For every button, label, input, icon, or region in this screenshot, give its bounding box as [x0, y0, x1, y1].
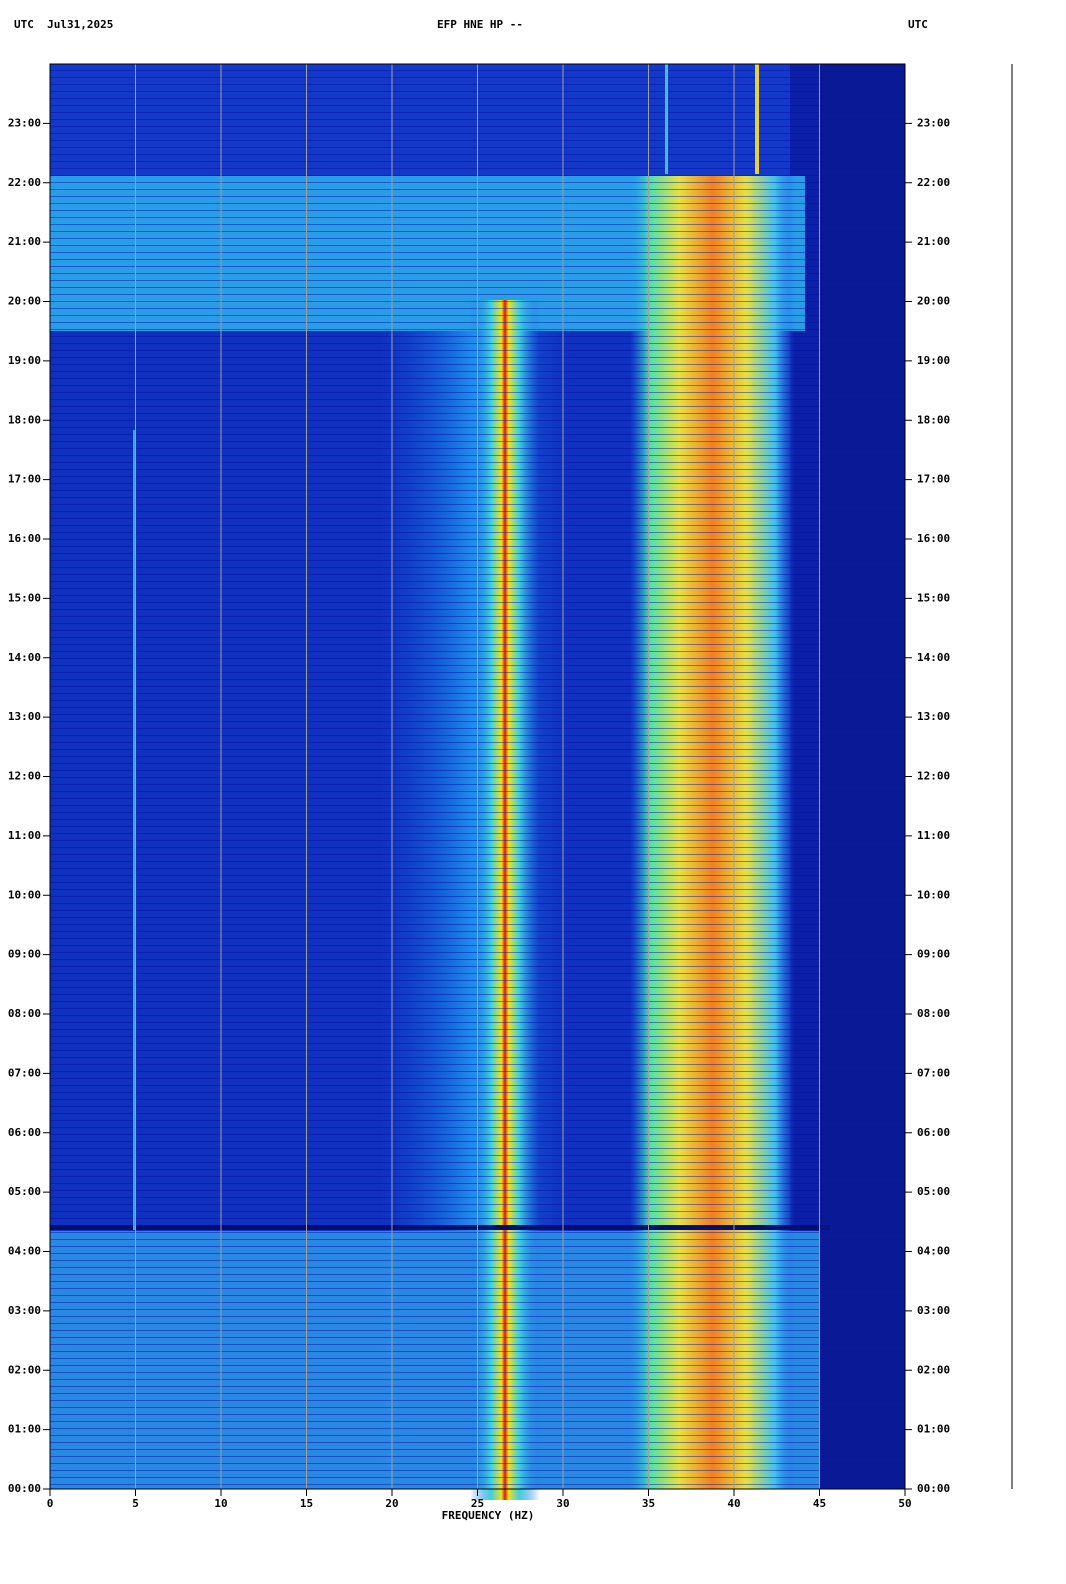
y-tick-label-left: 07:00: [8, 1066, 41, 1079]
y-tick-label-right: 20:00: [917, 295, 950, 308]
y-tick-label-left: 16:00: [8, 532, 41, 545]
y-tick-label-right: 11:00: [917, 829, 950, 842]
y-tick-label-right: 07:00: [917, 1066, 950, 1079]
y-tick-label-right: 14:00: [917, 651, 950, 664]
y-tick-label-left: 23:00: [8, 116, 41, 129]
x-tick-label: 50: [898, 1497, 911, 1510]
left-header: UTC Jul31,2025: [14, 18, 113, 31]
y-tick-label-left: 00:00: [8, 1482, 41, 1495]
y-tick-label-left: 15:00: [8, 591, 41, 604]
y-tick-label-right: 21:00: [917, 235, 950, 248]
y-tick-label-left: 20:00: [8, 295, 41, 308]
y-tick-label-left: 08:00: [8, 1007, 41, 1020]
y-tick-label-left: 05:00: [8, 1185, 41, 1198]
x-tick-label: 35: [642, 1497, 655, 1510]
x-axis-label: FREQUENCY (HZ): [442, 1509, 535, 1522]
x-tick-label: 10: [214, 1497, 227, 1510]
x-tick-label: 25: [471, 1497, 484, 1510]
y-tick-label-left: 06:00: [8, 1126, 41, 1139]
y-tick-label-right: 09:00: [917, 948, 950, 961]
y-tick-label-left: 18:00: [8, 413, 41, 426]
plot-frame: [49, 63, 906, 1490]
y-tick-label-left: 13:00: [8, 710, 41, 723]
chart-title: EFP HNE HP --: [437, 18, 523, 31]
y-tick-label-left: 21:00: [8, 235, 41, 248]
x-tick-label: 30: [556, 1497, 569, 1510]
y-tick-label-left: 02:00: [8, 1363, 41, 1376]
y-tick-label-right: 22:00: [917, 176, 950, 189]
x-tick-label: 20: [385, 1497, 398, 1510]
y-tick-label-left: 09:00: [8, 948, 41, 961]
y-tick-label-left: 12:00: [8, 770, 41, 783]
y-tick-label-right: 08:00: [917, 1007, 950, 1020]
y-tick-label-left: 03:00: [8, 1304, 41, 1317]
y-tick-label-right: 02:00: [917, 1363, 950, 1376]
y-tick-label-right: 13:00: [917, 710, 950, 723]
y-tick-label-left: 10:00: [8, 888, 41, 901]
axes: 0 5 10 15 20 25 30 35 40 45 50 00:00 00:00 01:00 01:00…: [8, 64, 950, 1510]
y-tick-label-left: 17:00: [8, 473, 41, 486]
y-tick-label-left: 01:00: [8, 1423, 41, 1436]
x-tick-label: 5: [132, 1497, 139, 1510]
y-tick-label-right: 01:00: [917, 1423, 950, 1436]
right-header: UTC: [908, 18, 928, 31]
y-tick-label-right: 12:00: [917, 770, 950, 783]
y-tick-label-right: 19:00: [917, 354, 950, 367]
y-tick-label-right: 15:00: [917, 591, 950, 604]
y-tick-label-right: 18:00: [917, 413, 950, 426]
x-tick-label: 15: [300, 1497, 313, 1510]
y-tick-label-right: 06:00: [917, 1126, 950, 1139]
y-tick-label-right: 16:00: [917, 532, 950, 545]
y-tick-label-left: 19:00: [8, 354, 41, 367]
y-tick-label-left: 11:00: [8, 829, 41, 842]
y-tick-label-right: 23:00: [917, 116, 950, 129]
x-tick-label: 0: [47, 1497, 54, 1510]
x-tick-label: 40: [727, 1497, 740, 1510]
x-tick-label: 45: [813, 1497, 826, 1510]
y-tick-label-left: 04:00: [8, 1245, 41, 1258]
y-tick-label-right: 17:00: [917, 473, 950, 486]
y-tick-label-left: 14:00: [8, 651, 41, 664]
y-tick-label-right: 00:00: [917, 1482, 950, 1495]
y-tick-label-right: 10:00: [917, 888, 950, 901]
y-tick-label-left: 22:00: [8, 176, 41, 189]
y-tick-label-right: 05:00: [917, 1185, 950, 1198]
y-tick-label-right: 04:00: [917, 1245, 950, 1258]
y-tick-label-right: 03:00: [917, 1304, 950, 1317]
spectrogram-image: [50, 64, 905, 1500]
